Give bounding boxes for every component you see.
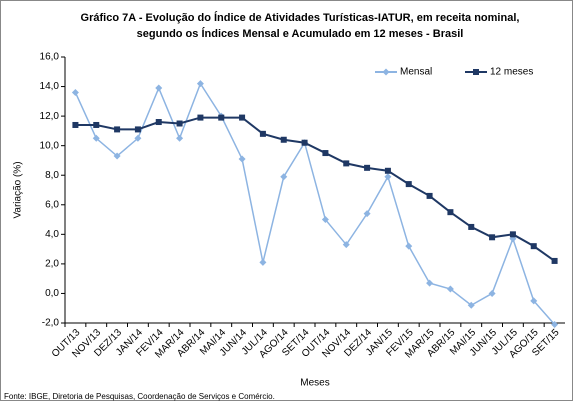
point [259,130,266,137]
point [92,134,100,142]
point [364,164,371,171]
y-tick-label: 0,0 [45,288,59,299]
point [342,241,350,249]
y-tick-label: 8,0 [45,170,59,181]
point [509,231,516,238]
chart-title: Gráfico 7A - Evolução do Índice de Ativi… [81,11,520,24]
point [551,320,559,328]
point [426,279,434,287]
point [446,285,454,293]
point [134,126,141,133]
series-line [74,81,556,325]
point [93,121,100,128]
point [426,192,433,199]
legend-label: 12 meses [490,67,533,78]
point [343,160,350,167]
point [322,150,329,157]
point [447,209,454,216]
point [405,181,412,188]
y-tick-label: 2,0 [45,259,59,270]
point [259,258,267,266]
point [473,69,479,75]
point [530,297,538,305]
point [239,114,246,121]
y-tick-label: 4,0 [45,229,59,240]
point [405,242,413,250]
point [467,301,475,309]
point [321,216,329,224]
point [363,210,371,218]
point [196,80,204,88]
point [238,155,246,163]
point [468,223,475,230]
y-tick-label: 10,0 [40,140,60,151]
point [488,289,496,297]
y-tick-label: 6,0 [45,199,59,210]
point [551,257,558,264]
series-line [75,116,556,262]
point [71,88,79,96]
point [382,68,390,76]
point [384,167,391,174]
point [197,114,204,121]
point [489,234,496,241]
source-note: Fonte: IBGE, Diretoria de Pesquisas, Coo… [4,392,275,401]
legend-label: Mensal [400,67,432,78]
point [176,120,183,127]
y-tick-label: 14,0 [40,81,60,92]
y-axis-label: Variação (%) [13,161,24,218]
chart-subtitle: segundo os Índices Mensal e Acumulado em… [137,27,464,40]
y-tick-label: -2,0 [42,318,60,329]
point [113,152,121,160]
x-axis-label: Meses [300,378,329,389]
point [72,121,79,128]
point [155,119,162,126]
point [301,139,308,146]
point [280,173,288,181]
point [114,126,121,133]
y-tick-label: 12,0 [40,111,60,122]
point [384,173,392,181]
point [280,136,287,143]
point [134,134,142,142]
point [155,84,163,92]
point [530,243,537,250]
y-tick-label: 16,0 [40,52,60,63]
point [218,114,225,121]
point [176,134,184,142]
